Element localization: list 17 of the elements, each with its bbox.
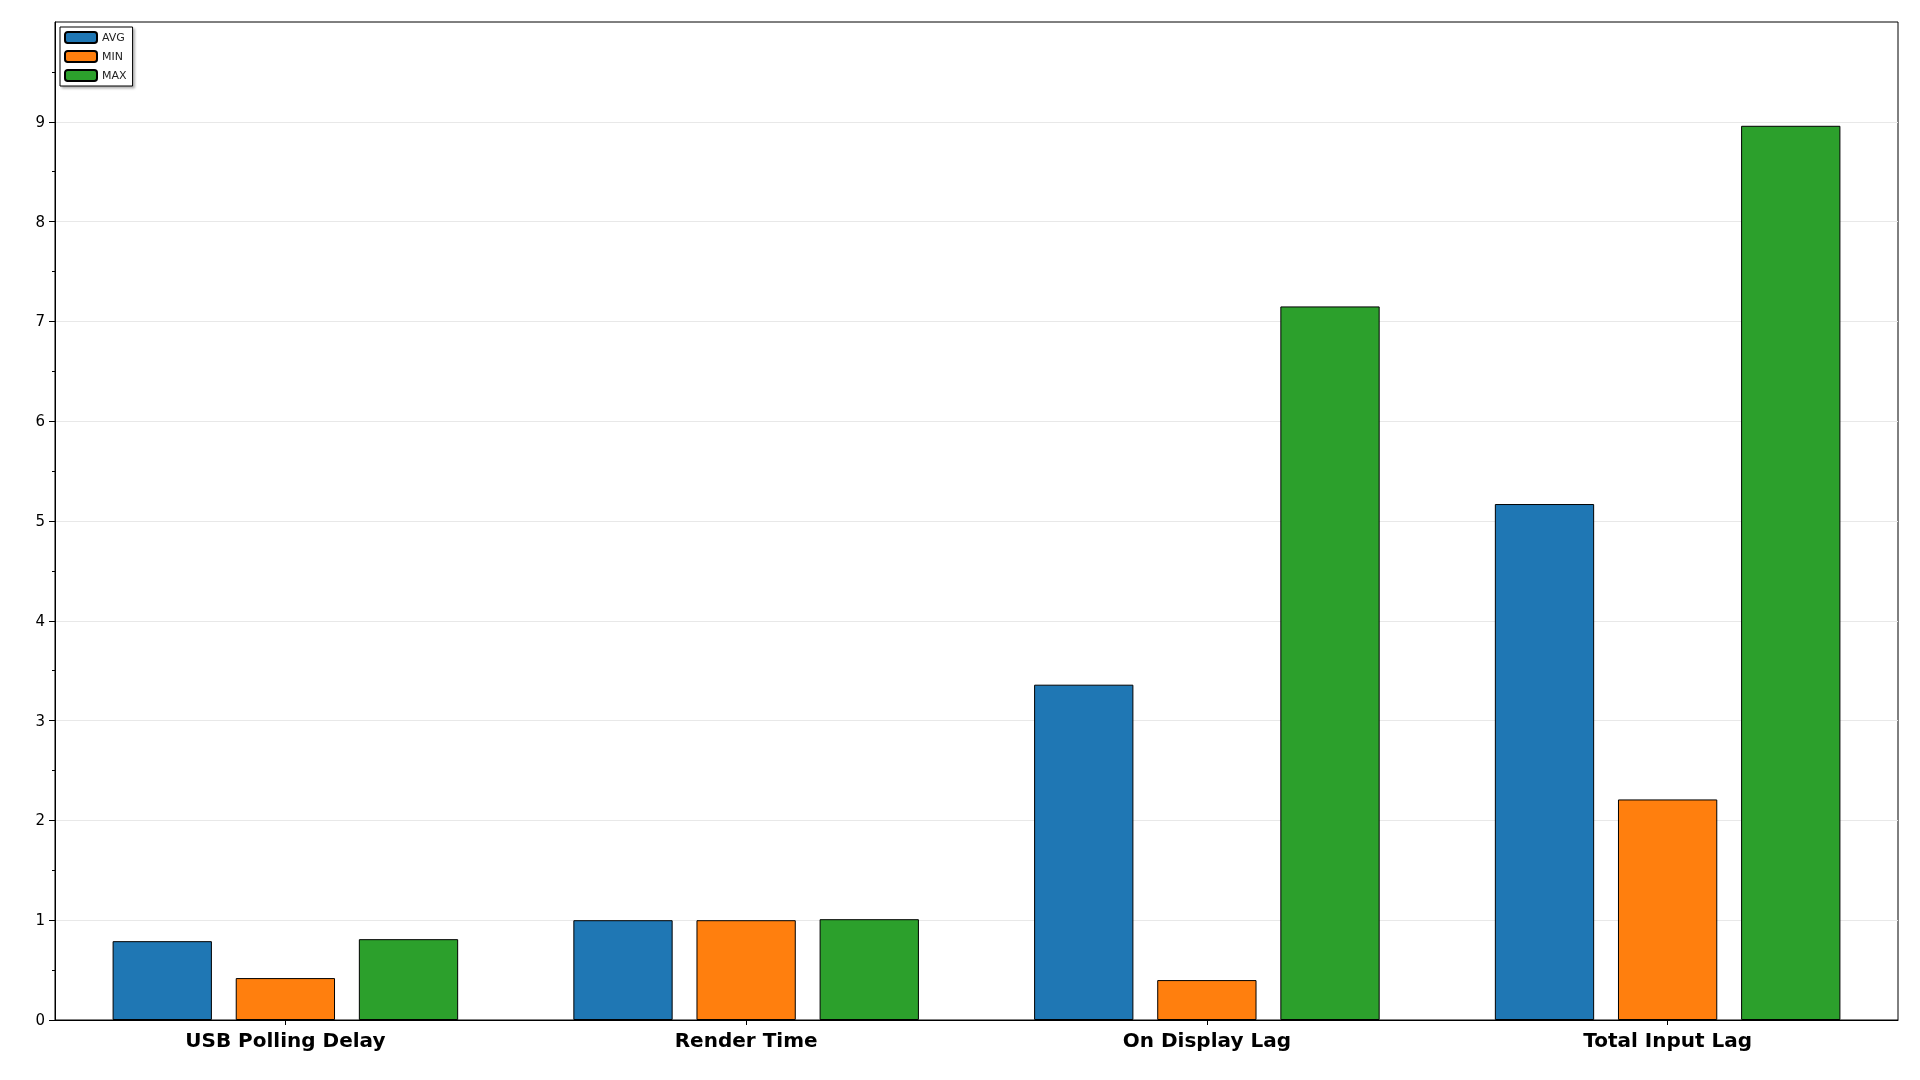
x-tick-label: Total Input Lag — [1583, 1028, 1753, 1052]
legend-label: MIN — [102, 50, 123, 63]
legend-label: MAX — [102, 69, 128, 82]
y-tick-label: 5 — [35, 512, 45, 530]
y-tick-label: 0 — [35, 1011, 45, 1029]
y-tick-label: 8 — [35, 212, 45, 231]
x-tick-label: On Display Lag — [1122, 1028, 1291, 1052]
y-tick-label: 3 — [35, 711, 45, 730]
y-tick-label: 2 — [35, 811, 45, 830]
legend-label: AVG — [102, 31, 125, 44]
x-tick-label: USB Polling Delay — [185, 1028, 386, 1052]
y-tick-label: 6 — [35, 412, 45, 431]
y-tick-label: 9 — [35, 112, 45, 131]
y-tick-label: 4 — [35, 611, 45, 630]
y-tick-label: 1 — [35, 911, 45, 930]
x-tick-label: Render Time — [674, 1028, 818, 1052]
y-tick-label: 7 — [35, 312, 45, 331]
